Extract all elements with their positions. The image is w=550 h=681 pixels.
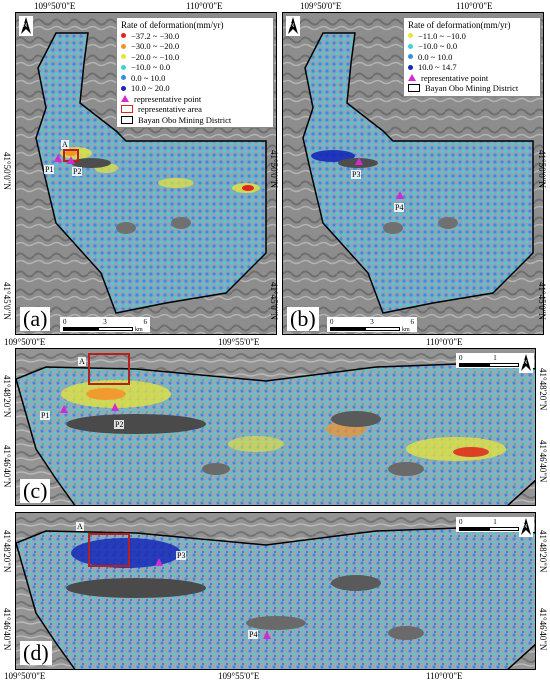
map-panel-d: A P3 P4 012 km N (d) (15, 512, 536, 670)
hillshade-d (16, 513, 535, 669)
label-p1-c: P1 (40, 411, 51, 420)
panel-letter-b: (b) (287, 307, 319, 331)
lat-label-a-left-50: 41°50'0"N (2, 152, 12, 190)
lon-label-c-50: 109°50'0"E (4, 337, 46, 347)
marker-p1-a (54, 154, 62, 162)
north-letter: N (23, 23, 28, 29)
lat-label-c-right-4820: 41°48'20"N (538, 368, 548, 411)
panel-letter-d: (d) (20, 641, 52, 665)
marker-p3-b (355, 157, 363, 165)
map-panel-a: A P1 P2 N Rate of deformation(mm/yr) −37… (15, 12, 277, 335)
lon-label-a-60: 110°0'0"E (186, 1, 223, 11)
lat-label-b-right-50: 41°50'0"N (537, 150, 547, 188)
marker-p2-c (111, 403, 119, 411)
legend-row-b-1: −10.0 ~ 0.0 (408, 41, 536, 52)
legend-district-b: Bayan Obo Mining District (408, 83, 536, 94)
lon-label-b-60: 110°0'0"E (456, 1, 493, 11)
representative-area-d (88, 533, 130, 567)
label-a-a: A (61, 140, 69, 149)
district-outline-b (302, 32, 534, 314)
marker-p4-d (263, 631, 271, 639)
lat-label-mid-45: 41°45'0"N (269, 282, 279, 320)
lat-label-a-left-45: 41°45'0"N (2, 282, 12, 320)
north-arrow-a: N (19, 16, 33, 36)
map-panel-b: P3 P4 N Rate of deformation(mm/yr) −11.0… (282, 12, 544, 335)
label-a-c: A (78, 357, 86, 366)
lat-label-b-right-45: 41°45'0"N (537, 282, 547, 320)
label-p2-a: P2 (72, 167, 83, 176)
representative-area-c (88, 353, 130, 385)
map-panel-c: A P1 P2 012 km N (c) (15, 348, 536, 506)
label-p3-b: P3 (351, 170, 362, 179)
lon-label-a-50: 109°50'0"E (34, 1, 76, 11)
legend-row-b-3: 10.0 ~ 14.7 (408, 62, 536, 73)
marker-p2-a (67, 156, 75, 164)
label-p4-b: P4 (394, 203, 405, 212)
north-letter: N (290, 23, 295, 29)
panel-letter-c: (c) (20, 479, 51, 503)
north-arrow-d: N (519, 517, 533, 537)
legend-title-a: Rate of deformation(mm/yr) (121, 20, 224, 30)
panel-letter-a: (a) (20, 307, 51, 331)
lat-label-c-left-4640: 41°46'40"N (2, 445, 12, 488)
legend-row-a-4: 0.0 ~ 10.0 (121, 73, 269, 84)
legend-row-a-2: −20.0 ~ −10.0 (121, 52, 269, 63)
lon-label-c-60: 110°0'0"E (426, 337, 463, 347)
north-arrow-c: N (519, 353, 533, 373)
legend-row-b-0: −11.0 ~ −10.0 (408, 31, 536, 42)
label-a-d: A (76, 522, 84, 531)
label-p3-d: P3 (176, 551, 187, 560)
lon-label-d-55: 109°55'0"E (218, 671, 260, 681)
lon-label-d-60: 110°0'0"E (426, 671, 463, 681)
lon-label-d-50: 109°50'0"E (4, 671, 46, 681)
legend-b: Rate of deformation(mm/yr) −11.0 ~ −10.0… (403, 17, 541, 97)
north-letter: N (523, 360, 528, 366)
hillshade-c (16, 349, 535, 505)
legend-row-a-5: 10.0 ~ 20.0 (121, 83, 269, 94)
legend-row-b-2: 0.0 ~ 10.0 (408, 52, 536, 63)
legend-rep-point-b: representative point (408, 73, 536, 84)
legend-title-b: Rate of deformation(mm/yr) (408, 20, 511, 30)
deformation-hotspots-d (66, 538, 424, 640)
legend-row-a-0: −37.2 ~ −30.0 (121, 31, 269, 42)
marker-p4-b (396, 191, 404, 199)
lon-label-b-50: 109°50'0"E (300, 1, 342, 11)
legend-district-a: Bayan Obo Mining District (121, 115, 269, 126)
lat-label-d-right-4640: 41°46'40"N (538, 608, 548, 651)
lat-label-d-left-4820: 41°48'20"N (2, 530, 12, 573)
lat-label-c-left-4820: 41°48'20"N (2, 375, 12, 418)
deformation-hotspots-b (311, 150, 458, 234)
lat-label-d-right-4820: 41°48'20"N (538, 530, 548, 573)
legend-row-a-3: −10.0 ~ 0.0 (121, 62, 269, 73)
lon-label-c-55: 109°55'0"E (218, 337, 260, 347)
legend-a: Rate of deformation(mm/yr) −37.2 ~ −30.0… (116, 17, 274, 128)
lat-label-c-right-4640: 41°46'40"N (538, 440, 548, 483)
district-outline-a (35, 32, 267, 314)
deformation-hotspots-c (61, 380, 506, 476)
marker-p3-d (155, 558, 163, 566)
label-p1-a: P1 (44, 165, 55, 174)
lat-label-mid-50: 41°50'0"N (269, 150, 279, 188)
label-p4-d: P4 (248, 630, 259, 639)
legend-rep-area-a: representative area (121, 104, 269, 115)
legend-rep-point-a: representative point (121, 94, 269, 105)
legend-row-a-1: −30.0 ~ −20.0 (121, 41, 269, 52)
marker-p1-c (60, 405, 68, 413)
north-letter: N (523, 524, 528, 530)
north-arrow-b: N (286, 16, 300, 36)
label-p2-c: P2 (114, 420, 125, 429)
lat-label-d-left-4640: 41°46'40"N (2, 608, 12, 651)
